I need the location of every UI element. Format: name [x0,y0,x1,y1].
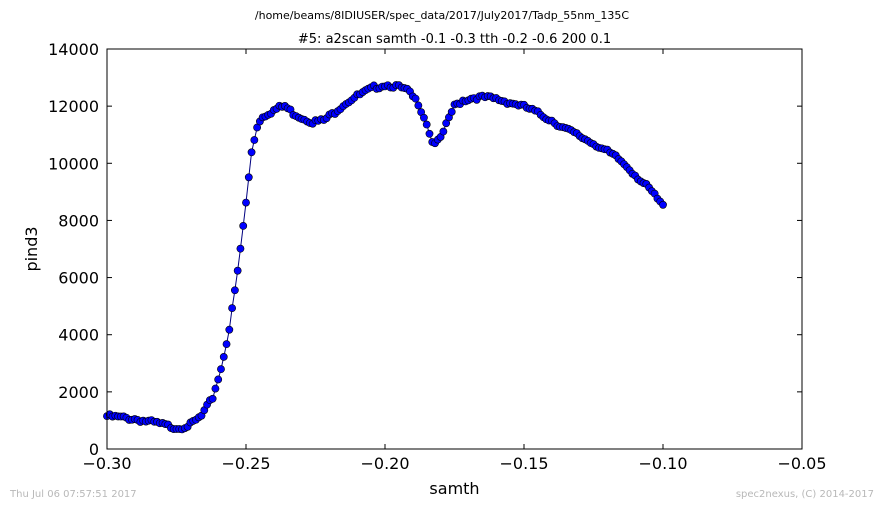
axis-ticks: −0.30 −0.25 −0.20 −0.15 −0.10 −0.05 0 2000 4000 6… [48,40,826,473]
data-point [239,221,248,230]
y-tick-label: 8000 [58,211,99,230]
file-path-title: /home/beams/8IDIUSER/spec_data/2017/July… [254,9,630,22]
data-point [247,148,256,157]
x-tick-label: −0.10 [638,454,687,473]
data-point [225,325,234,334]
plot-frame [106,48,803,450]
chart-title: #5: a2scan samth -0.1 -0.3 tth -0.2 -0.6… [298,32,611,47]
data-point [244,173,253,182]
data-point [217,365,225,374]
data-point [228,304,236,313]
y-tick-label: 6000 [58,269,99,288]
data-point [219,353,228,361]
data-point [230,286,239,295]
y-tick-label: 2000 [58,383,99,402]
data-point [211,384,220,393]
data-point [242,198,250,207]
data-point [422,120,431,129]
data-point [659,200,667,209]
x-tick-label: −0.25 [221,454,270,473]
plot-area [103,81,667,434]
data-point [425,129,434,138]
x-tick-label: −0.20 [360,454,409,473]
y-tick-label: 12000 [48,97,99,116]
data-point [208,394,217,403]
data-point [222,340,231,349]
x-tick-label: −0.30 [82,454,131,473]
y-axis-label: pind3 [22,226,41,271]
footer-timestamp: Thu Jul 06 07:57:51 2017 [10,489,137,500]
data-point [250,136,259,144]
data-point [439,127,448,136]
data-point [233,266,242,275]
data-point [214,375,223,384]
x-tick-label: −0.05 [777,454,826,473]
y-tick-label: 14000 [48,40,99,59]
data-point [411,94,420,103]
data-point [420,113,428,122]
y-tick-label: 0 [89,440,99,459]
data-point [236,244,245,253]
data-point [414,101,423,110]
footer-credit: spec2nexus, (C) 2014-2017 [735,489,874,500]
y-tick-label: 4000 [58,326,99,345]
x-tick-label: −0.15 [499,454,548,473]
y-tick-label: 10000 [48,154,99,173]
x-axis-label: samth [429,479,479,498]
data-point [447,107,456,116]
